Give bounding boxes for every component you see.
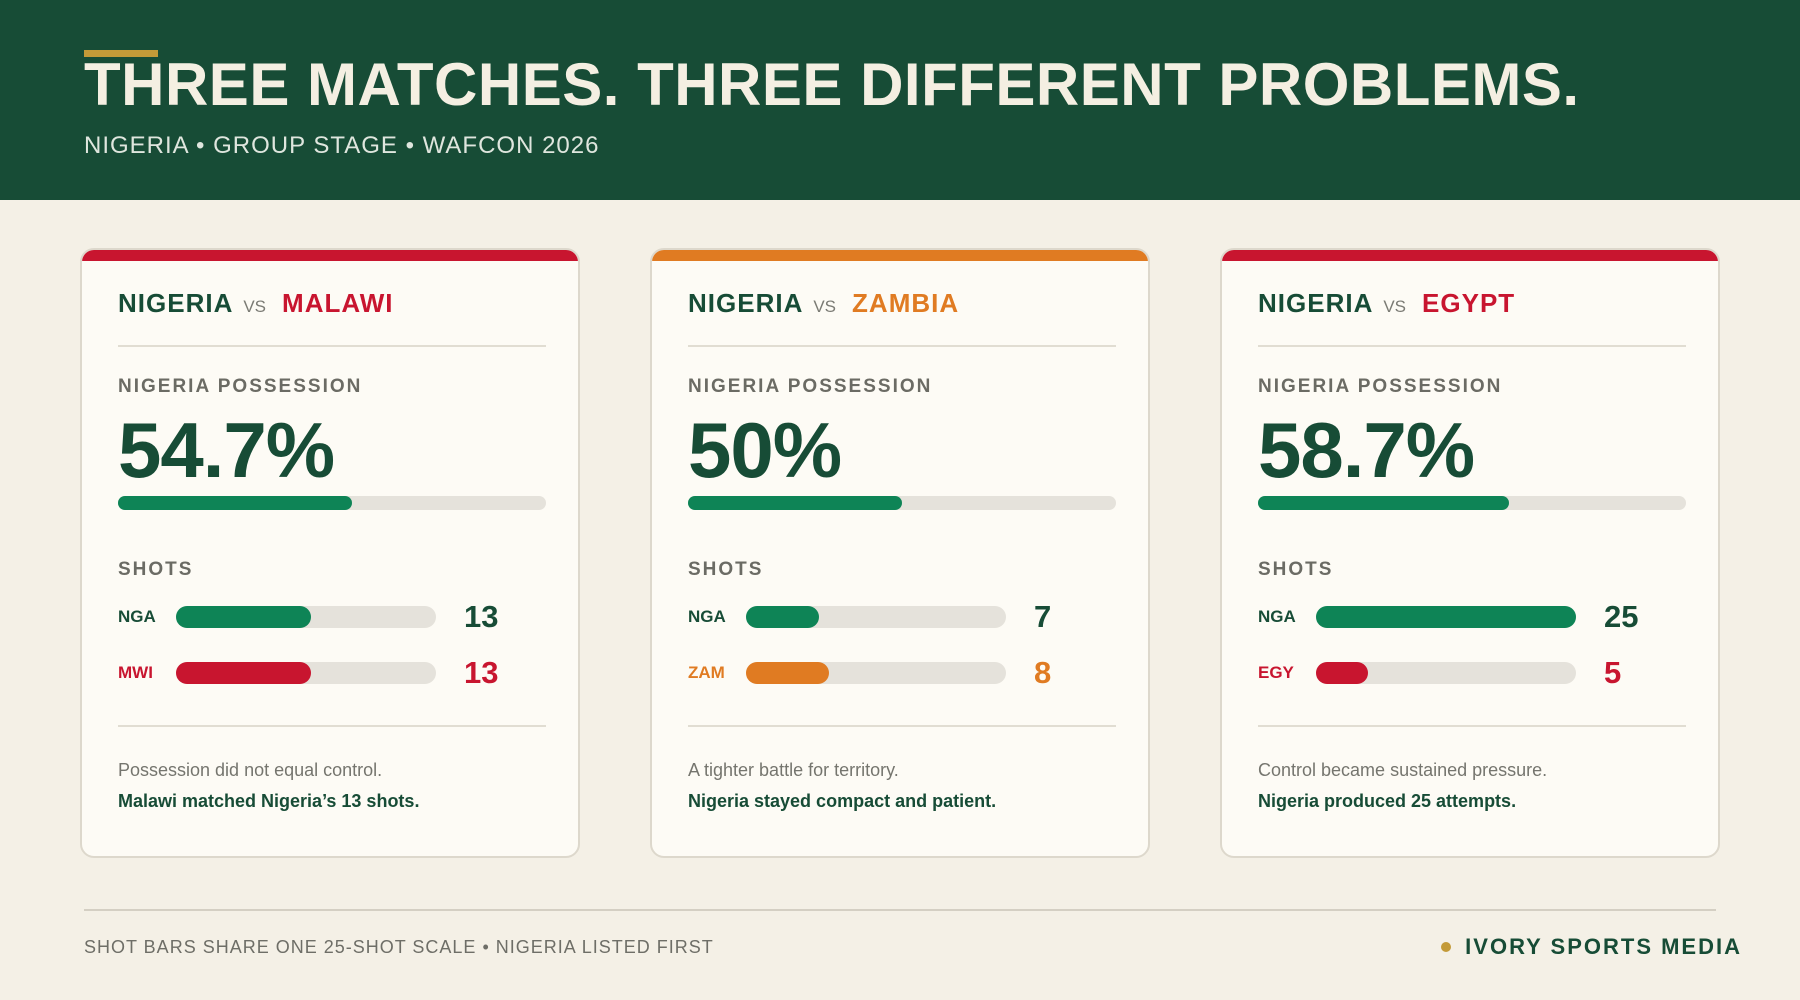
card-note: A tighter battle for territory. [688, 760, 899, 780]
possession-label: NIGERIA POSSESSION [118, 376, 363, 397]
shots-label: SHOTS [118, 559, 194, 580]
home-team-name: NIGERIA [1258, 288, 1374, 318]
possession-label: NIGERIA POSSESSION [1258, 376, 1503, 397]
away-team-name: ZAMBIA [852, 288, 960, 318]
possession-bar [118, 496, 352, 510]
card-divider [118, 345, 546, 347]
shot-value: 25 [1604, 599, 1639, 634]
shot-bar [746, 662, 829, 684]
header-accent-bar [84, 50, 158, 57]
card-note-bold: Nigeria stayed compact and patient. [688, 791, 997, 811]
team-code-label: EGY [1258, 663, 1294, 682]
away-team-name: EGYPT [1422, 288, 1516, 318]
shot-bar [1316, 662, 1368, 684]
shot-value: 8 [1034, 655, 1052, 690]
possession-label: NIGERIA POSSESSION [688, 376, 933, 397]
card-content: NIGERIA VS EGYPT NIGERIA POSSESSION 58.7… [1258, 250, 1686, 856]
matchup-title: NIGERIA VS MALAWI [118, 288, 393, 328]
shot-value: 13 [464, 655, 499, 690]
team-code-label: NGA [118, 607, 156, 626]
team-code-label: NGA [1258, 607, 1296, 626]
shot-bar-track [746, 606, 1006, 628]
possession-value: 54.7% [118, 406, 335, 494]
brand-name: IVORY SPORTS MEDIA [1465, 934, 1742, 959]
possession-bar-track [1258, 496, 1686, 510]
shot-bar-track [1316, 662, 1576, 684]
card-divider [1258, 725, 1686, 727]
home-team-name: NIGERIA [118, 288, 234, 318]
card-note-bold: Malawi matched Nigeria’s 13 shots. [118, 791, 420, 811]
card-note: Control became sustained pressure. [1258, 760, 1548, 780]
card-accent-bar [82, 250, 578, 261]
shot-bar-track [746, 662, 1006, 684]
brand-signature: IVORY SPORTS MEDIA [1441, 934, 1742, 960]
page-subtitle: NIGERIA • GROUP STAGE • WAFCON 2026 [84, 132, 600, 159]
header-banner: THREE MATCHES. THREE DIFFERENT PROBLEMS.… [0, 0, 1800, 200]
home-team-name: NIGERIA [688, 288, 804, 318]
shot-row: ZAM 8 [688, 655, 1116, 690]
card-divider [1258, 345, 1686, 347]
shot-row: MWI 13 [118, 655, 546, 690]
card-content: NIGERIA VS ZAMBIA NIGERIA POSSESSION 50%… [688, 250, 1116, 856]
shot-bar-track [176, 606, 436, 628]
possession-bar [688, 496, 902, 510]
shot-row: NGA 13 [118, 599, 546, 634]
possession-value: 58.7% [1258, 406, 1475, 494]
card-note-bold: Nigeria produced 25 attempts. [1258, 791, 1517, 811]
shot-bar-track [1316, 606, 1576, 628]
team-code-label: ZAM [688, 663, 725, 682]
card-content: NIGERIA VS MALAWI NIGERIA POSSESSION 54.… [118, 250, 546, 856]
card-divider [688, 725, 1116, 727]
shot-bar-track [176, 662, 436, 684]
card-divider [688, 345, 1116, 347]
shot-bar [176, 662, 311, 684]
matchup-title: NIGERIA VS ZAMBIA [688, 288, 959, 328]
possession-bar-track [118, 496, 546, 510]
shot-bar [746, 606, 819, 628]
match-card: NIGERIA VS EGYPT NIGERIA POSSESSION 58.7… [1220, 248, 1720, 858]
card-note: Possession did not equal control. [118, 760, 383, 780]
shots-label: SHOTS [688, 559, 764, 580]
match-card: NIGERIA VS ZAMBIA NIGERIA POSSESSION 50%… [650, 248, 1150, 858]
possession-bar [1258, 496, 1509, 510]
shot-row: NGA 7 [688, 599, 1116, 634]
card-divider [118, 725, 546, 727]
page-title: THREE MATCHES. THREE DIFFERENT PROBLEMS. [84, 51, 1580, 118]
card-accent-bar [1222, 250, 1718, 261]
card-accent-bar [652, 250, 1148, 261]
shot-row: EGY 5 [1258, 655, 1686, 690]
shot-value: 13 [464, 599, 499, 634]
matchup-title: NIGERIA VS EGYPT [1258, 288, 1515, 328]
vs-label: VS [813, 297, 837, 316]
shot-value: 7 [1034, 599, 1052, 634]
match-card: NIGERIA VS MALAWI NIGERIA POSSESSION 54.… [80, 248, 580, 858]
team-code-label: NGA [688, 607, 726, 626]
away-team-name: MALAWI [282, 288, 394, 318]
footer-note: SHOT BARS SHARE ONE 25-SHOT SCALE • NIGE… [84, 937, 714, 957]
team-code-label: MWI [118, 663, 153, 682]
shots-label: SHOTS [1258, 559, 1334, 580]
shot-bar [176, 606, 311, 628]
vs-label: VS [243, 297, 267, 316]
brand-dot-icon [1441, 942, 1452, 952]
possession-bar-track [688, 496, 1116, 510]
possession-value: 50% [688, 406, 842, 494]
shot-row: NGA 25 [1258, 599, 1686, 634]
shot-bar [1316, 606, 1576, 628]
shot-value: 5 [1604, 655, 1622, 690]
vs-label: VS [1383, 297, 1407, 316]
footer-divider [84, 909, 1716, 911]
